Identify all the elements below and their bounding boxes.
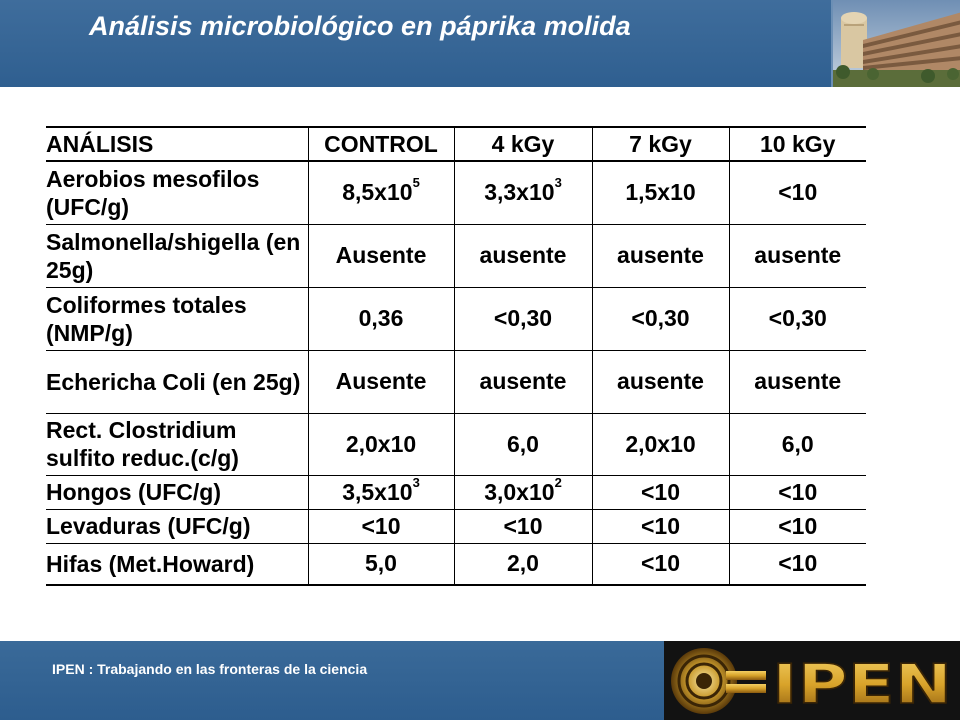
table-cell: <10 bbox=[591, 509, 729, 544]
table-cell: <10 bbox=[453, 509, 592, 544]
column-header: 4 kGy bbox=[453, 126, 592, 162]
table-cell: 2,0x10 bbox=[591, 413, 729, 476]
building-photo bbox=[831, 0, 960, 87]
table-cell: Ausente bbox=[307, 224, 454, 288]
table-row: Echericha Coli (en 25g) Ausente ausente … bbox=[46, 350, 866, 414]
table-header-row: ANÁLISIS CONTROL 4 kGy 7 kGy 10 kGy bbox=[46, 126, 866, 162]
page-title: Análisis microbiológico en páprika molid… bbox=[89, 11, 631, 41]
table-cell: 5,0 bbox=[307, 543, 454, 586]
table-cell: ausente bbox=[453, 350, 592, 414]
table-cell: 3,0x102 bbox=[453, 475, 592, 510]
table-row: Salmonella/shigella (en 25g) Ausente aus… bbox=[46, 224, 866, 288]
table-cell: ausente bbox=[453, 224, 592, 288]
table-cell: <0,30 bbox=[591, 287, 729, 351]
table-row: Hongos (UFC/g) 3,5x103 3,0x102 <10 <10 bbox=[46, 475, 866, 510]
column-header: ANÁLISIS bbox=[46, 126, 308, 162]
analysis-table: ANÁLISIS CONTROL 4 kGy 7 kGy 10 kGy Aero… bbox=[46, 126, 866, 586]
row-label: Echericha Coli (en 25g) bbox=[46, 350, 308, 414]
logo-wordmark: IPEN bbox=[772, 653, 952, 716]
row-label: Rect. Clostridium sulfito reduc.(c/g) bbox=[46, 413, 308, 476]
table-cell: 1,5x10 bbox=[591, 161, 729, 225]
table-cell: <10 bbox=[728, 161, 866, 225]
column-header: 10 kGy bbox=[728, 126, 866, 162]
ipen-logo: IPEN bbox=[664, 641, 960, 720]
header-bar: Análisis microbiológico en páprika molid… bbox=[0, 0, 960, 87]
footer-tagline: IPEN : Trabajando en las fronteras de la… bbox=[52, 661, 368, 677]
row-label: Salmonella/shigella (en 25g) bbox=[46, 224, 308, 288]
table-cell: <10 bbox=[728, 543, 866, 586]
table-cell: <10 bbox=[591, 475, 729, 510]
table-cell: 2,0x10 bbox=[307, 413, 454, 476]
row-label: Levaduras (UFC/g) bbox=[46, 509, 308, 544]
table-cell: Ausente bbox=[307, 350, 454, 414]
footer-bar: IPEN : Trabajando en las fronteras de la… bbox=[0, 641, 960, 720]
table-cell: <0,30 bbox=[453, 287, 592, 351]
table-cell: <0,30 bbox=[728, 287, 866, 351]
table-row: Aerobios mesofilos (UFC/g) 8,5x105 3,3x1… bbox=[46, 161, 866, 225]
table-cell: 0,36 bbox=[307, 287, 454, 351]
table-cell: 6,0 bbox=[728, 413, 866, 476]
table-cell: 2,0 bbox=[453, 543, 592, 586]
table-row: Coliformes totales (NMP/g) 0,36 <0,30 <0… bbox=[46, 287, 866, 351]
table-cell: ausente bbox=[591, 224, 729, 288]
row-label: Coliformes totales (NMP/g) bbox=[46, 287, 308, 351]
table-cell: <10 bbox=[307, 509, 454, 544]
table-cell: ausente bbox=[728, 350, 866, 414]
row-label: Hifas (Met.Howard) bbox=[46, 543, 308, 586]
table-cell: ausente bbox=[728, 224, 866, 288]
table-cell: <10 bbox=[728, 509, 866, 544]
table-cell: 3,5x103 bbox=[307, 475, 454, 510]
table-cell: <10 bbox=[591, 543, 729, 586]
column-header: CONTROL bbox=[307, 126, 454, 162]
row-label: Hongos (UFC/g) bbox=[46, 475, 308, 510]
table-cell: 6,0 bbox=[453, 413, 592, 476]
table-cell: 3,3x103 bbox=[453, 161, 592, 225]
row-label: Aerobios mesofilos (UFC/g) bbox=[46, 161, 308, 225]
table-row: Levaduras (UFC/g) <10 <10 <10 <10 bbox=[46, 509, 866, 544]
table-cell: <10 bbox=[728, 475, 866, 510]
table-cell: 8,5x105 bbox=[307, 161, 454, 225]
table-row: Hifas (Met.Howard) 5,0 2,0 <10 <10 bbox=[46, 543, 866, 586]
column-header: 7 kGy bbox=[591, 126, 729, 162]
table-row: Rect. Clostridium sulfito reduc.(c/g) 2,… bbox=[46, 413, 866, 476]
table-cell: ausente bbox=[591, 350, 729, 414]
